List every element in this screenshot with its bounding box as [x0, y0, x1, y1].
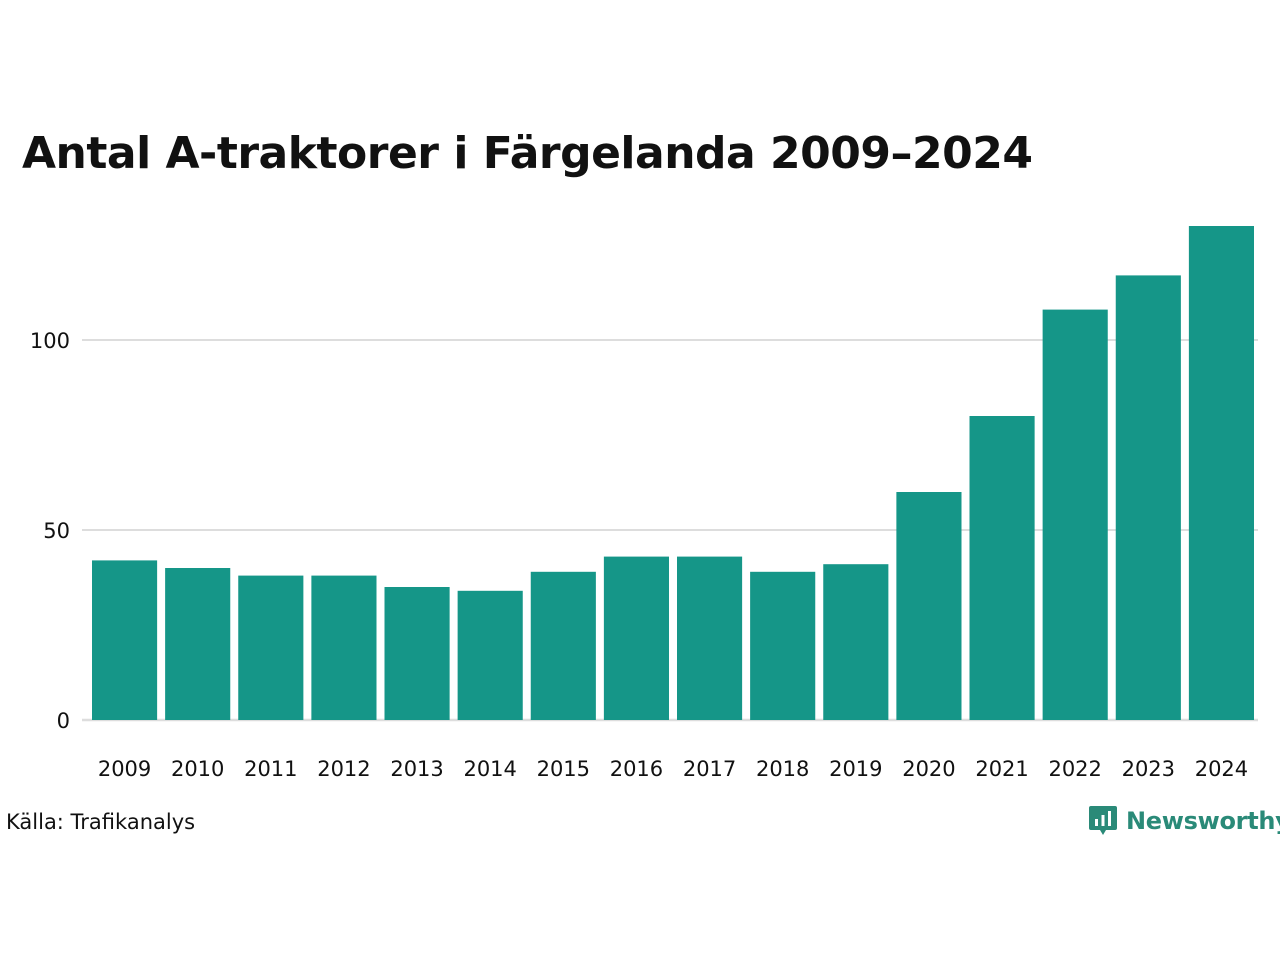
bar-2012	[311, 575, 377, 720]
source-note: Källa: Trafikanalys	[6, 810, 196, 834]
x-tick-label: 2021	[975, 757, 1028, 781]
newsworthy-logo-icon	[1089, 806, 1117, 835]
x-axis-ticks: 2009 2010 2011 2012 2013 2014 2015 2016 2017 2018…	[98, 757, 1248, 781]
bar-2024	[1188, 226, 1254, 720]
bar-2023	[1115, 275, 1181, 720]
bar-2015	[530, 571, 596, 720]
bar-2022	[1042, 309, 1108, 720]
bar-2017	[677, 556, 743, 720]
bar-2013	[384, 587, 450, 720]
x-tick-label: 2012	[317, 757, 370, 781]
y-axis-ticks: 0 50 100	[30, 329, 70, 733]
x-tick-label: 2013	[390, 757, 443, 781]
x-tick-label: 2014	[463, 757, 516, 781]
x-tick-label: 2017	[683, 757, 736, 781]
bars	[92, 226, 1254, 720]
y-tick-label: 100	[30, 329, 70, 353]
bar-2010	[165, 568, 231, 720]
x-tick-label: 2015	[537, 757, 590, 781]
x-tick-label: 2023	[1122, 757, 1175, 781]
x-tick-label: 2009	[98, 757, 151, 781]
x-tick-label: 2022	[1048, 757, 1101, 781]
bar-2021	[969, 416, 1035, 720]
bar-2011	[238, 575, 304, 720]
bar-2014	[457, 590, 523, 720]
bar-2019	[823, 564, 889, 720]
x-tick-label: 2018	[756, 757, 809, 781]
brand-logo: Newsworthy	[1088, 804, 1280, 838]
bar-2009	[92, 560, 158, 720]
bar-2016	[603, 556, 669, 720]
chart-title: Antal A-traktorer i Färgelanda 2009–2024	[22, 128, 1033, 179]
y-tick-label: 0	[57, 709, 70, 733]
x-tick-label: 2016	[610, 757, 663, 781]
bar-2018	[750, 571, 816, 720]
x-tick-label: 2020	[902, 757, 955, 781]
x-tick-label: 2024	[1195, 757, 1248, 781]
x-tick-label: 2010	[171, 757, 224, 781]
x-tick-label: 2019	[829, 757, 882, 781]
x-tick-label: 2011	[244, 757, 297, 781]
bar-2020	[896, 492, 962, 720]
brand-name: Newsworthy	[1126, 807, 1280, 835]
y-tick-label: 50	[43, 519, 70, 543]
